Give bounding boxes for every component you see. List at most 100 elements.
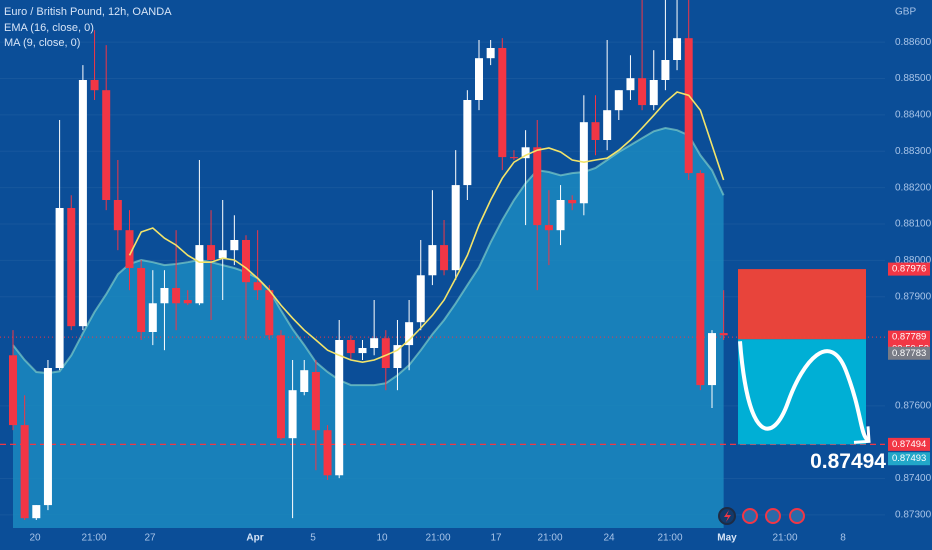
price-tag-label: 0.87494: [892, 439, 926, 450]
candle-body: [428, 245, 437, 276]
candle-body: [90, 80, 99, 91]
y-tick-label: 0.87600: [895, 400, 932, 411]
candle-body: [381, 338, 390, 368]
x-tick-label: 21:00: [81, 533, 106, 544]
candle-body: [9, 355, 17, 426]
candle-body: [253, 282, 262, 291]
candle-body: [370, 338, 379, 348]
candle-body: [207, 245, 216, 260]
price-tag-label: 0.87789: [892, 332, 926, 343]
candle-body: [55, 208, 64, 368]
candle-body: [638, 78, 647, 106]
candle-body: [626, 78, 635, 91]
indicator-line: [128, 91, 725, 364]
y-tick-label: 0.88300: [895, 146, 932, 157]
icon-glyph: [724, 510, 731, 522]
x-tick-label: 5: [310, 533, 316, 544]
x-tick-label: 21:00: [537, 533, 562, 544]
icon[interactable]: [742, 508, 758, 524]
currency-label: GBP: [895, 7, 916, 18]
candle-body: [486, 48, 495, 59]
y-tick-label: 0.87900: [895, 291, 932, 302]
x-tick-label: 27: [144, 533, 156, 544]
y-tick-label: 0.88000: [895, 255, 932, 266]
x-tick-label: 8: [840, 533, 846, 544]
candle-body: [67, 208, 76, 327]
candle-body: [300, 370, 309, 392]
candle-body: [416, 275, 425, 323]
toolbar-icons: [718, 507, 805, 525]
icon[interactable]: [789, 508, 805, 524]
candle-body: [125, 230, 134, 268]
candle-body: [451, 185, 460, 271]
candle-body: [673, 38, 682, 60]
candle-body: [556, 200, 565, 231]
stop-zone: [738, 269, 866, 340]
y-tick-label: 0.88500: [895, 73, 932, 84]
candle-body: [591, 122, 600, 140]
price-tag: [888, 262, 930, 276]
x-tick-label: 20: [29, 533, 41, 544]
candle-body: [218, 250, 227, 259]
y-tick-label: 0.88400: [895, 110, 932, 121]
legend-entry: MA (9, close, 0): [4, 37, 80, 49]
price-tag: [888, 437, 930, 451]
price-tag-label: 0.87976: [892, 264, 926, 275]
price-tag-label: 0.87493: [892, 453, 926, 464]
candle-body: [346, 340, 355, 354]
chart-title: Euro / British Pound, 12h, OANDA: [4, 6, 172, 18]
candle-body: [230, 240, 239, 251]
candle-body: [78, 80, 87, 327]
y-tick-label: 0.88600: [895, 37, 932, 48]
candle-body: [544, 225, 553, 231]
candle-body: [603, 110, 612, 140]
candle-body: [195, 245, 204, 304]
candle-body: [43, 368, 52, 506]
candle-body: [498, 48, 507, 158]
y-tick-label: 0.88200: [895, 182, 932, 193]
x-tick-label: 21:00: [657, 533, 682, 544]
y-tick-label: 0.87300: [895, 510, 932, 521]
candle-body: [183, 300, 192, 304]
candle-body: [661, 60, 670, 80]
candle-body: [568, 200, 577, 204]
y-tick-label: 0.88100: [895, 219, 932, 230]
candle-body: [393, 345, 402, 368]
x-tick-label: 10: [376, 533, 388, 544]
candle-body: [684, 38, 693, 174]
candle-body: [32, 505, 41, 519]
candle-body: [311, 372, 320, 431]
candle-body: [137, 268, 146, 332]
candle-body: [323, 430, 332, 476]
candle-body: [696, 173, 705, 386]
projection-curve: [738, 341, 870, 442]
candle-body: [172, 288, 181, 304]
x-tick-label: 21:00: [425, 533, 450, 544]
price-tag-label: 0.87783: [892, 348, 926, 359]
candle-body: [113, 200, 122, 231]
candle-body: [521, 147, 530, 159]
price-tag: [888, 346, 930, 360]
x-tick-label: May: [717, 533, 737, 544]
candle-body: [358, 348, 367, 354]
candle-body: [160, 288, 169, 304]
candle-body: [148, 303, 157, 332]
candle-body: [335, 340, 344, 476]
x-tick-label: Apr: [246, 533, 263, 544]
candle-body: [405, 322, 414, 346]
icon[interactable]: [765, 508, 781, 524]
x-tick-label: 24: [603, 533, 615, 544]
candle-body: [614, 90, 623, 111]
candle-body: [276, 335, 285, 439]
candle-body: [102, 90, 111, 200]
plot-area: 0.88600 0.88500 0.88400 0.88300 0.88200 0.881…: [0, 0, 932, 528]
price-tag: [888, 452, 930, 466]
target-zone: [738, 339, 866, 445]
candle-body: [649, 80, 658, 106]
candle-body: [20, 425, 29, 519]
candle-body: [509, 157, 518, 159]
target-label: 0.87494: [810, 450, 886, 473]
candle-body: [288, 390, 297, 439]
candle-body: [719, 333, 728, 336]
